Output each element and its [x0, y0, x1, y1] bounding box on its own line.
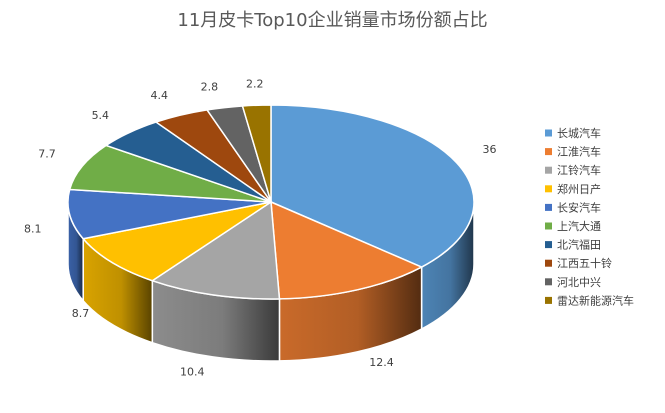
- legend-swatch-1: [545, 148, 552, 156]
- legend-label-6: 北汽福田: [557, 238, 601, 252]
- legend-swatch-7: [545, 259, 552, 267]
- legend-label-8: 河北中兴: [557, 276, 601, 289]
- pie-slice-1: [270, 200, 424, 300]
- legend-swatch-5: [545, 222, 552, 230]
- legend-label-9: 雷达新能源汽车: [557, 293, 634, 307]
- pie-top-faces: [67, 104, 475, 300]
- legend-label-4: 长安汽车: [557, 200, 601, 214]
- legend-swatch-4: [545, 203, 552, 211]
- data-label-6: 5.4: [92, 109, 110, 122]
- pie-slice-3: [81, 201, 272, 282]
- legend-label-0: 长城汽车: [557, 126, 601, 140]
- legend-swatch-3: [545, 185, 552, 193]
- legend-label-1: 江淮汽车: [557, 145, 601, 159]
- legend-label-3: 郑州日产: [557, 182, 601, 196]
- legend-swatch-0: [545, 129, 552, 137]
- chart-title: 11月皮卡Top10企业销量市场份额占比: [177, 10, 488, 31]
- data-label-0: 36: [483, 143, 497, 156]
- legend: 长城汽车江淮汽车江铃汽车郑州日产长安汽车上汽大通北汽福田江西五十铃河北中兴雷达新…: [545, 126, 634, 307]
- data-label-4: 8.1: [24, 222, 42, 235]
- data-labels: 36 12.4 10.4 8.7 8.1 7.7 5.4 4.4 2.8 2.2: [24, 78, 496, 379]
- legend-swatch-8: [545, 278, 552, 286]
- legend-swatch-2: [545, 166, 552, 174]
- legend-label-5: 上汽大通: [557, 219, 601, 233]
- pie-slice-9: [241, 104, 272, 203]
- legend-label-7: 江西五十铃: [557, 256, 612, 270]
- data-label-5: 7.7: [38, 147, 56, 160]
- pie-slice-2: [150, 200, 281, 300]
- data-label-1: 12.4: [369, 356, 394, 369]
- pie-slice-5: [68, 144, 272, 203]
- data-label-9: 2.2: [246, 78, 264, 91]
- legend-label-2: 江铃汽车: [557, 163, 601, 177]
- legend-swatch-9: [545, 296, 552, 304]
- legend-swatch-6: [545, 241, 552, 249]
- data-label-2: 10.4: [180, 365, 205, 378]
- data-label-8: 2.8: [201, 80, 219, 93]
- pie-slice-0: [270, 104, 475, 268]
- data-label-7: 4.4: [151, 89, 169, 102]
- pie-slice-4: [67, 188, 272, 240]
- data-label-3: 8.7: [72, 307, 90, 320]
